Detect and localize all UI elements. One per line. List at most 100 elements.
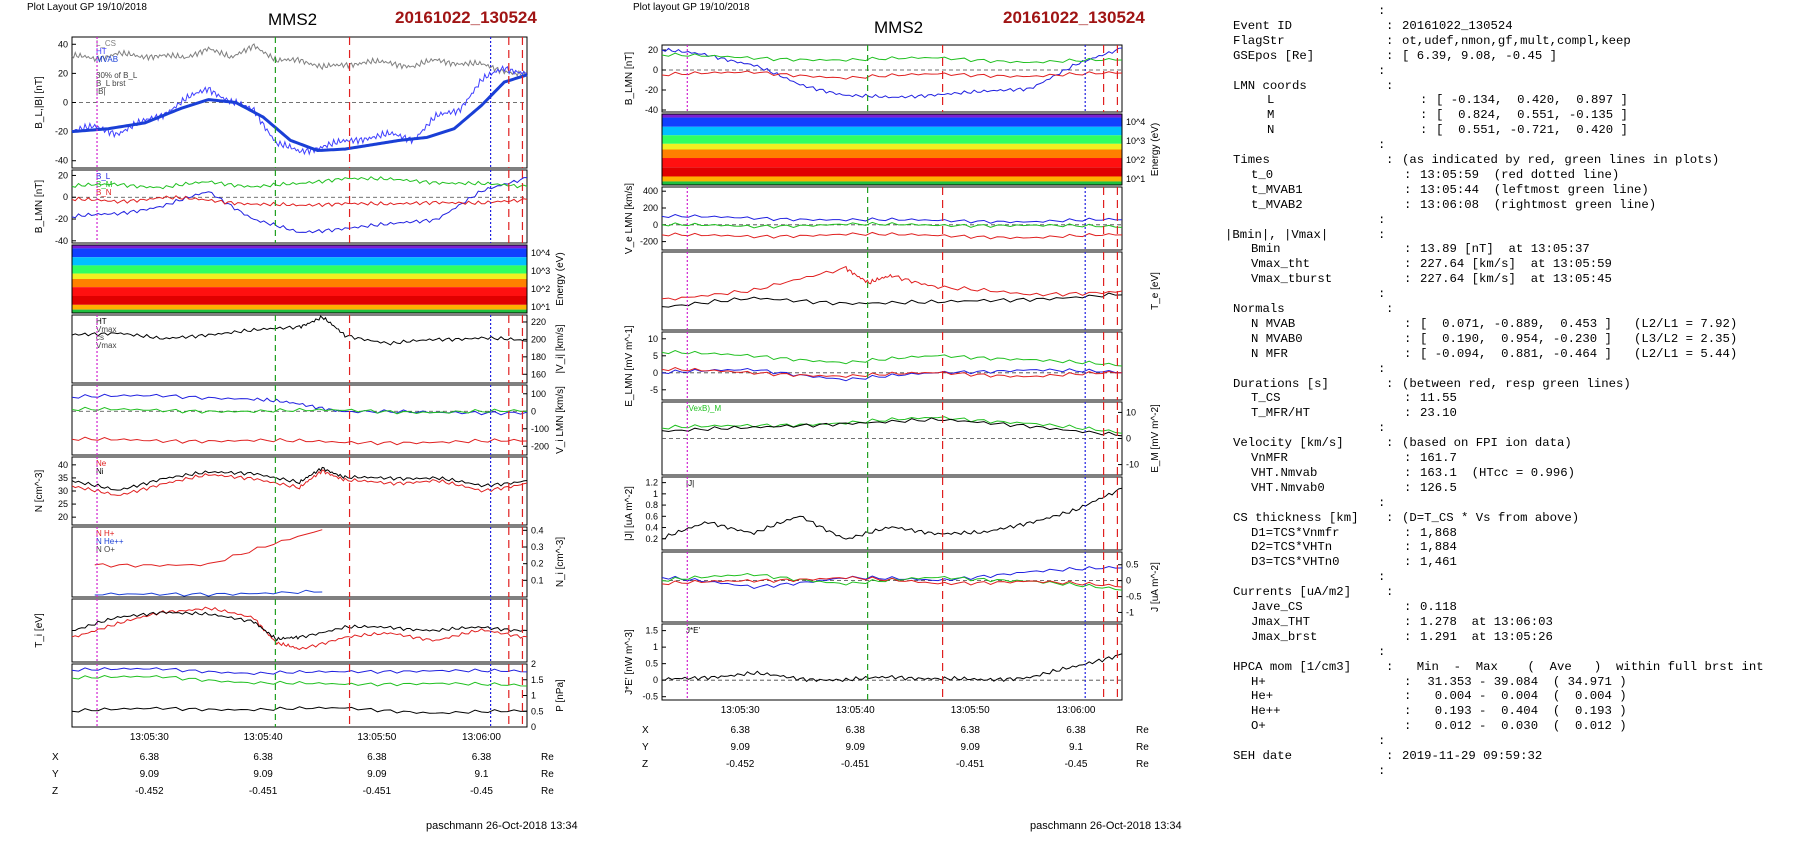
y-tick-label: -0.5 (1126, 592, 1142, 602)
panel-frame (661, 331, 1123, 401)
legend-entry: N He++ (96, 537, 124, 546)
series-line (71, 176, 528, 190)
info-colon: : (1404, 331, 1412, 346)
y-tick-label: 0 (531, 406, 536, 416)
y-tick-label: -1 (1126, 607, 1134, 617)
panel-frame (71, 169, 528, 244)
y-axis-label: B_LMN [nT] (34, 180, 45, 234)
y-tick-label: 0 (653, 65, 658, 75)
info-row: Event ID:20161022_130524 (1225, 19, 1513, 33)
y-tick-label: 2 (531, 659, 536, 669)
info-colon: : (1378, 287, 1386, 302)
y-tick-label: 30 (58, 486, 68, 496)
y-tick-label: 0 (1126, 434, 1131, 444)
info-value: ot,udef,nmon,gf,mult,compl,keep (1402, 33, 1631, 48)
legend-entry: (VexB)_M (686, 404, 721, 413)
legend-entry: cs (96, 333, 104, 342)
legend-entry: Vmax (96, 341, 116, 350)
info-value: (based on FPI ion data) (1402, 436, 1572, 451)
info-row: LMN coords: (1225, 79, 1402, 93)
panel-frame (71, 526, 528, 598)
legend-entry: HT (96, 317, 107, 326)
info-row: T_MFR/HT:23.10 (1225, 406, 1457, 420)
legend-entry: N O+ (96, 545, 115, 554)
info-row: : (1225, 213, 1394, 227)
series-line (661, 576, 1123, 588)
info-colon: : (1378, 734, 1386, 749)
info-key: He++ (1251, 704, 1281, 719)
legend-entry: Vmax (96, 325, 116, 334)
info-key: CS thickness [km] (1233, 510, 1359, 525)
y-tick-label: 0 (1126, 576, 1131, 586)
info-key: SEH date (1233, 749, 1293, 763)
series-line (661, 566, 1123, 590)
time-tick-label: 13:05:30 (721, 705, 760, 716)
info-row: H+: 31.353 - 39.084 ( 34.971 ) (1225, 675, 1627, 689)
info-colon: : (1404, 242, 1412, 257)
info-value: 0.193 - 0.404 ( 0.193 ) (1420, 704, 1627, 719)
info-row: Velocity [km/s]: (based on FPI ion data) (1225, 436, 1572, 450)
position-value: 9.09 (845, 742, 865, 753)
left-footer: paschmann 26-Oct-2018 13:34 (426, 820, 578, 832)
left-header: Plot Layout GP 19/10/2018 (27, 2, 147, 13)
info-value: [ -0.134, 0.420, 0.897 ] (1436, 93, 1628, 108)
info-colon: : (1404, 674, 1412, 689)
position-value: 9.1 (1069, 742, 1083, 753)
info-key: |Bmin|, |Vmax| (1225, 227, 1329, 242)
panel-5: -10 0 10 E_M [mV m^-2] (VexB)_M (661, 401, 1161, 476)
info-colon: : (1404, 719, 1412, 734)
info-colon: : (1378, 361, 1386, 376)
info-colon: : (1386, 48, 1394, 63)
time-tick-label: 13:06:00 (462, 732, 501, 743)
series-line (661, 653, 1123, 683)
y-tick-label: 20 (58, 68, 68, 78)
legend-entry: |J| (686, 479, 694, 488)
info-value: 1,461 (1420, 555, 1457, 570)
info-value: 0.004 - 0.004 ( 0.004 ) (1420, 689, 1627, 704)
y-tick-label: 0.4 (645, 523, 658, 533)
position-unit: Re (1136, 742, 1149, 753)
panel-0: -40 -20 0 20 B_LMN [nT] (624, 44, 1123, 115)
series-line (71, 436, 528, 446)
series-line (71, 667, 528, 676)
y-axis-label: E_M [mV m^-2] (1150, 404, 1161, 473)
info-value: 31.353 - 39.084 ( 34.971 ) (1420, 674, 1627, 689)
info-key: GSEpos [Re] (1233, 48, 1315, 63)
spectrogram-band (72, 287, 527, 296)
series-line (71, 195, 528, 208)
series-line (661, 367, 1123, 378)
series-line (94, 529, 323, 568)
y-tick-label: -200 (531, 441, 549, 451)
info-value: 126.5 (1420, 480, 1457, 495)
info-row: Currents [uA/m2]: (1225, 585, 1402, 599)
info-key: L (1267, 93, 1275, 108)
info-colon: : (1378, 570, 1386, 585)
info-colon: : (1386, 585, 1394, 600)
info-row: N MFR: [ -0.094, 0.881, -0.464 ] (L2/L1 =… (1225, 347, 1737, 361)
series-line (71, 706, 528, 715)
legend-entry: B_M (96, 180, 113, 189)
energy-tick-label: 10^3 (531, 266, 550, 276)
info-colon: : (1404, 540, 1412, 555)
info-colon: : (1404, 629, 1412, 644)
series-line (661, 47, 1123, 99)
y-tick-label: -20 (645, 85, 658, 95)
info-row: Bmin:13.89 [nT] at 13:05:37 (1225, 242, 1590, 256)
series-line (71, 406, 528, 415)
series-line (661, 231, 1123, 240)
info-row: : (1225, 421, 1394, 435)
info-key: N MVAB0 (1251, 331, 1303, 346)
info-key: Event ID (1233, 18, 1293, 33)
y-tick-label: -20 (55, 214, 68, 224)
legend-entry: |B| (96, 87, 106, 96)
info-row: He+: 0.004 - 0.004 ( 0.004 ) (1225, 689, 1627, 703)
info-colon: : (1404, 316, 1412, 331)
info-row: VnMFR:161.7 (1225, 451, 1457, 465)
series-line (71, 469, 528, 496)
spectrogram-band (662, 149, 1122, 159)
spectrogram-band (662, 158, 1122, 168)
info-value: (between red, resp green lines) (1402, 376, 1631, 391)
y-tick-label: 220 (531, 317, 546, 327)
info-colon: : (1404, 391, 1412, 406)
info-key: LMN coords (1233, 78, 1307, 93)
